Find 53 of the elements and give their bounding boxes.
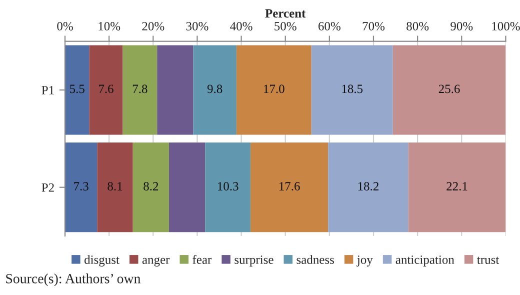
data-label: 7.3 [74, 182, 88, 191]
x-tick-label: 0% [57, 22, 73, 30]
data-label: 8.1 [108, 182, 122, 191]
legend-label: trust [477, 256, 500, 264]
bar [89, 45, 123, 135]
x-tick-label: 70% [362, 22, 385, 30]
data-label: 22.1 [446, 182, 468, 191]
bar [132, 142, 170, 232]
legend-label: disgust [84, 255, 120, 266]
bar [328, 142, 408, 232]
data-label: 9.8 [207, 84, 222, 94]
data-label: 7.8 [132, 84, 148, 94]
x-tick-label: 80% [406, 22, 429, 30]
data-label: 7.6 [98, 84, 114, 94]
x-tick-label: 10% [98, 22, 120, 30]
legend-label: anticipation [396, 256, 454, 266]
bar [392, 45, 506, 135]
legend-label: sadness [296, 255, 334, 264]
data-label: 18.2 [358, 182, 378, 191]
data-label: 18.5 [342, 84, 363, 94]
bar [250, 142, 328, 232]
legend-label: fear [192, 254, 212, 264]
data-label: 5.5 [70, 84, 84, 94]
y-tick-label: P1 [42, 86, 54, 94]
bar [408, 142, 506, 232]
source-note: Source(s): Authors’ own [6, 274, 141, 286]
bar [205, 142, 251, 232]
bar [169, 142, 206, 232]
data-label: 17.0 [264, 84, 284, 94]
legend-label: anger [142, 257, 170, 266]
bar [97, 142, 133, 232]
x-tick-label: 100% [492, 22, 520, 30]
bar [122, 45, 158, 135]
legend-label: joy [356, 256, 373, 266]
x-tick-label: 90% [450, 22, 473, 30]
bar [65, 45, 90, 135]
bar [236, 45, 312, 135]
data-label: 8.2 [144, 182, 158, 191]
x-tick-label: 40% [230, 22, 252, 30]
legend-label: surprise [234, 256, 274, 266]
x-tick-label: 60% [318, 22, 340, 30]
data-label: 25.6 [438, 84, 460, 94]
x-tick-label: 30% [186, 22, 208, 30]
bar [193, 45, 236, 135]
data-label: 10.3 [218, 182, 238, 191]
x-axis-title: Percent [265, 9, 306, 18]
bar [311, 45, 393, 135]
x-tick-label: 20% [142, 22, 164, 30]
y-tick-label: P2 [42, 183, 54, 192]
bar [157, 45, 194, 135]
x-tick-label: 50% [274, 22, 296, 30]
data-label: 17.6 [279, 182, 300, 191]
bar [65, 142, 98, 232]
